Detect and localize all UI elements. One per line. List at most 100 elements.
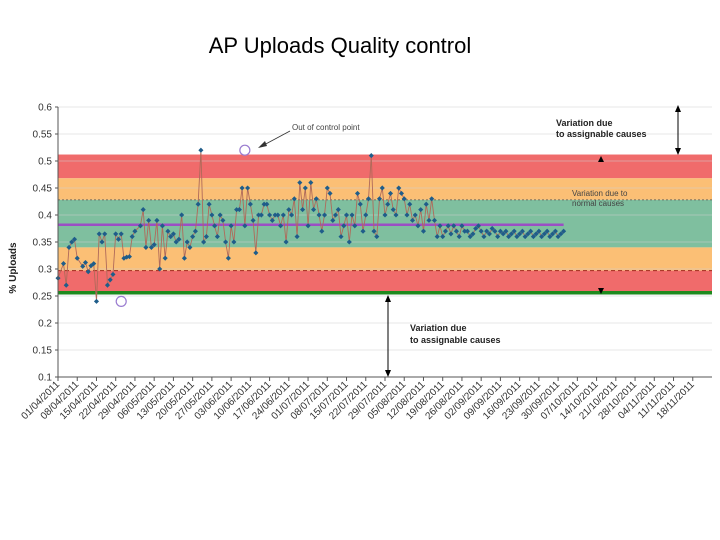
data-point: [379, 185, 385, 191]
data-point: [393, 212, 399, 218]
data-point: [453, 228, 459, 234]
data-point: [269, 217, 275, 223]
data-point: [231, 239, 237, 245]
data-point: [157, 266, 163, 272]
data-point: [363, 212, 369, 218]
data-point: [198, 147, 204, 153]
data-point: [146, 217, 152, 223]
data-point: [113, 231, 119, 237]
data-point: [349, 212, 355, 218]
annotation-upper-line2: to assignable causes: [556, 129, 647, 139]
data-point: [305, 223, 311, 229]
data-point: [484, 228, 490, 234]
band-0: [58, 154, 712, 179]
data-point: [225, 255, 231, 261]
data-point: [528, 228, 534, 234]
y-axis-ticks: 0.1 0.15 0.2 0.25 0.3 0.35 0.4 0.45 0.5 0.55 0.6: [33, 103, 58, 384]
data-point: [385, 201, 391, 207]
data-point: [261, 201, 267, 207]
data-point: [165, 228, 171, 234]
data-point: [286, 207, 292, 213]
y-tick-label: 0.35: [33, 238, 53, 249]
annotation-normal-line1: Variation due to: [572, 189, 628, 198]
data-point: [154, 217, 160, 223]
data-point: [280, 212, 286, 218]
data-point: [467, 234, 473, 240]
data-point: [382, 212, 388, 218]
arrow-down-icon: [675, 148, 681, 155]
data-point: [522, 234, 528, 240]
data-point: [475, 223, 481, 229]
data-point: [195, 201, 201, 207]
data-point: [492, 228, 498, 234]
data-point: [486, 231, 492, 237]
data-point: [319, 228, 325, 234]
y-tick-label: 0.2: [38, 319, 52, 330]
data-point: [212, 223, 218, 229]
data-point: [126, 254, 132, 260]
data-point: [96, 231, 102, 237]
data-point: [91, 261, 97, 267]
data-point: [181, 255, 187, 261]
data-point: [321, 212, 328, 218]
annotation-upper-line1: Variation due: [556, 118, 613, 128]
band-4: [58, 270, 712, 293]
data-point: [148, 244, 154, 250]
data-point: [308, 180, 314, 186]
data-point: [187, 244, 193, 250]
data-series: [55, 144, 567, 307]
outlier-marker-0: [115, 295, 127, 307]
data-point: [473, 225, 479, 232]
data-point: [275, 212, 281, 218]
data-point: [489, 225, 495, 232]
data-point: [264, 201, 270, 207]
y-tick-label: 0.15: [33, 346, 53, 357]
control-bands: [58, 154, 712, 293]
data-point: [151, 242, 157, 248]
data-point: [478, 228, 484, 234]
data-point: [220, 217, 226, 223]
x-axis-ticks: 01/04/201108/04/201115/04/201122/04/2011…: [19, 377, 697, 422]
data-point: [206, 201, 212, 207]
data-point: [203, 234, 209, 240]
band-1: [58, 178, 712, 200]
data-point: [506, 234, 512, 240]
arrow-up-icon: [675, 105, 681, 112]
data-point: [93, 298, 100, 304]
data-point: [415, 223, 421, 229]
data-point: [324, 185, 330, 191]
data-point: [99, 239, 105, 245]
data-point: [201, 239, 207, 245]
data-point: [66, 244, 72, 250]
annotation-normal: Variation due to normal causes: [572, 189, 628, 294]
data-point: [162, 255, 168, 261]
data-point: [495, 234, 501, 240]
y-tick-label: 0.4: [38, 211, 52, 222]
data-point: [132, 228, 138, 234]
data-point: [294, 234, 300, 240]
data-point: [214, 234, 220, 240]
data-point: [302, 185, 308, 191]
gridlines: [58, 106, 712, 378]
data-point: [300, 207, 306, 213]
data-point: [390, 207, 396, 213]
data-point: [519, 228, 525, 234]
data-point: [561, 228, 567, 234]
data-point: [256, 212, 262, 218]
data-point: [143, 244, 149, 250]
data-point: [376, 196, 383, 202]
y-tick-label: 0.45: [33, 184, 53, 195]
y-tick-label: 0.1: [38, 373, 52, 384]
data-point: [440, 234, 446, 240]
data-point: [343, 212, 350, 218]
data-point: [365, 196, 372, 202]
data-point: [247, 201, 253, 207]
y-axis-label: % Uploads: [8, 242, 19, 294]
data-point: [173, 239, 179, 245]
chart-title: AP Uploads Quality control: [208, 33, 472, 58]
annotation-upper-assignable: Variation due to assignable causes: [556, 105, 681, 162]
data-point: [497, 228, 503, 234]
data-point: [228, 223, 234, 229]
data-point: [396, 185, 402, 191]
data-point: [129, 234, 135, 240]
